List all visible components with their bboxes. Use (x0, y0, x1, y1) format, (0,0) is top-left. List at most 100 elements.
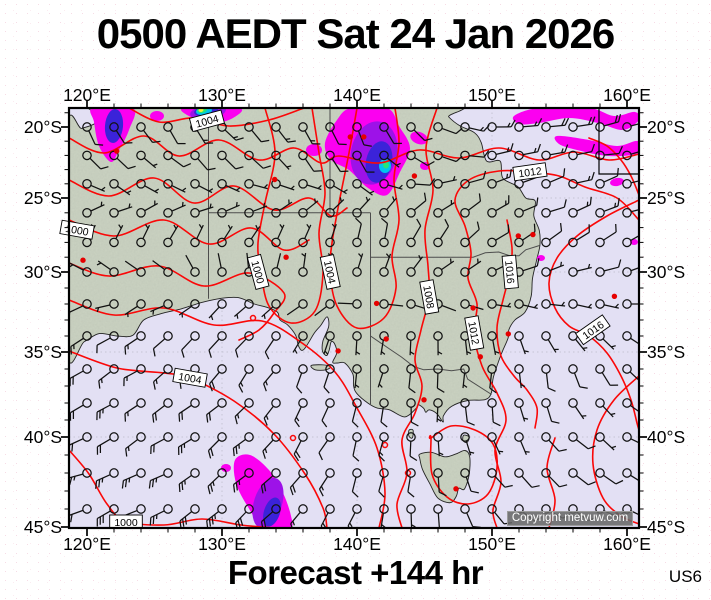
wind-barb (514, 143, 541, 161)
wind-barbs (69, 114, 639, 528)
wind-barb (320, 504, 335, 528)
wind-barb (123, 364, 146, 387)
wind-barb (433, 176, 457, 189)
wind-barb (595, 198, 620, 218)
wind-barb (232, 468, 254, 493)
wind-barb (150, 299, 173, 315)
city-dot-canberra (477, 354, 483, 360)
wind-barb (136, 200, 159, 218)
wind-barb (124, 398, 146, 422)
wind-barb (337, 299, 362, 309)
lat-label-left: 45°S (23, 517, 62, 537)
wind-barb (352, 178, 375, 196)
wind-barb (262, 432, 281, 459)
wind-barb (125, 432, 146, 457)
wind-barb (136, 150, 158, 169)
wind-barb (96, 398, 119, 421)
wind-barb (149, 504, 173, 526)
wind-barb (69, 504, 92, 523)
wind-barb (163, 150, 192, 168)
wind-barb (541, 199, 567, 218)
rain-blob (221, 464, 231, 472)
wind-barb (136, 122, 161, 144)
wind-barb (289, 468, 308, 496)
lat-label-left: 35°S (23, 342, 62, 362)
isobar-label: 1000 (109, 514, 143, 529)
wind-barb (460, 468, 479, 494)
wind-barb (136, 224, 151, 248)
wind-barb (433, 199, 455, 218)
wind-barb (260, 504, 281, 528)
wind-barb (487, 299, 512, 309)
city-dot-brisbane (530, 231, 536, 238)
wind-barb (179, 504, 200, 528)
wind-barb (136, 178, 160, 194)
wind-barb (487, 119, 516, 132)
city-dot-toowoomba (515, 233, 521, 239)
wind-barb (271, 150, 292, 170)
wind-barb (263, 364, 281, 392)
wind-barb (82, 150, 109, 170)
city-dot-mount-isa (347, 134, 353, 140)
lon-label-bottom: 160°E (603, 534, 651, 554)
wind-barb (238, 364, 254, 393)
wind-barb (207, 468, 227, 495)
wind-barb (406, 398, 419, 427)
wind-barb (541, 168, 566, 189)
isobar-line (69, 350, 328, 528)
isobar-line (328, 108, 400, 330)
lon-label-bottom: 140°E (333, 534, 381, 554)
wind-barb (217, 178, 241, 193)
city-dot-broken-hill (373, 300, 380, 307)
wind-barb (433, 398, 443, 423)
isobar-line (69, 449, 275, 528)
isobar-label: 1004 (188, 109, 225, 133)
wind-barb (460, 221, 480, 248)
wind-barb (298, 223, 312, 248)
wind-barb (460, 170, 487, 189)
svg-text:1016: 1016 (502, 260, 516, 284)
state-borders (208, 108, 541, 404)
wind-barb (314, 299, 335, 317)
wind-barb (318, 468, 335, 497)
wind-barb (568, 143, 595, 161)
lat-label-right: 35°S (647, 342, 686, 362)
wind-barb (271, 253, 282, 277)
wind-barb (181, 331, 200, 358)
wind-barb (541, 261, 565, 277)
isobar-line (548, 199, 639, 431)
wind-barb (352, 122, 372, 147)
wind-barb (109, 178, 132, 196)
wind-barb (378, 468, 389, 498)
wind-barb (406, 364, 416, 394)
wind-barb (352, 432, 362, 462)
wind-barb (325, 197, 345, 218)
wind-barb (460, 193, 482, 218)
svg-text:1012: 1012 (465, 321, 481, 346)
wind-barb (433, 364, 445, 393)
wind-barb (163, 122, 186, 145)
lon-label-top: 160°E (603, 85, 651, 105)
svg-text:1008: 1008 (420, 285, 436, 310)
wind-barb (325, 178, 348, 195)
wind-barb (148, 468, 173, 489)
isobar-small-cell (249, 314, 257, 322)
wind-barb (379, 150, 401, 168)
wind-barb (568, 299, 592, 309)
wind-barb (298, 122, 321, 145)
wind-barb (235, 504, 254, 528)
isobar-line (69, 219, 310, 252)
wind-barb (487, 468, 513, 488)
wind-barb (487, 143, 514, 161)
wind-barb (69, 398, 92, 421)
lat-label-left: 25°S (23, 188, 62, 208)
wind-barb (152, 364, 173, 390)
wind-barb (96, 260, 119, 277)
wind-barb (124, 260, 146, 277)
wind-barb (514, 118, 543, 132)
wind-barb (208, 299, 227, 321)
wind-barb (298, 178, 322, 191)
wind-barb (352, 364, 362, 389)
isobar-line (69, 299, 386, 528)
